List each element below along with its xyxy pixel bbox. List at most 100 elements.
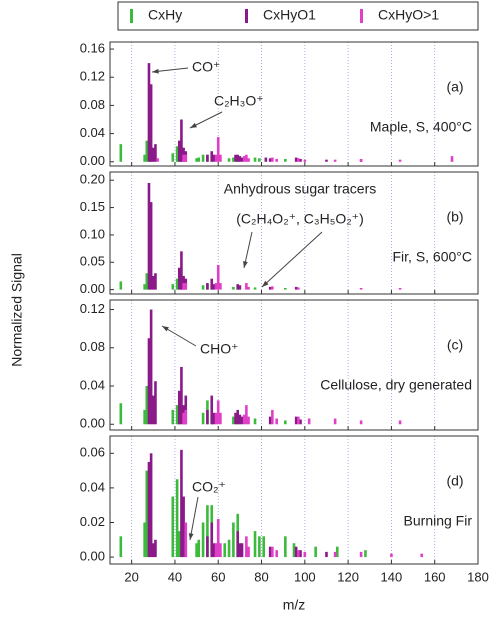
stick xyxy=(236,531,240,558)
stick xyxy=(242,156,246,162)
stick xyxy=(258,536,261,558)
stick xyxy=(236,409,240,425)
stick xyxy=(151,543,155,558)
stick xyxy=(299,158,302,162)
stick xyxy=(201,412,205,425)
stick xyxy=(297,416,300,425)
stick xyxy=(275,418,278,425)
stick xyxy=(195,158,198,162)
stick xyxy=(247,546,250,558)
stick xyxy=(247,416,250,425)
plot-frame xyxy=(109,171,479,295)
stick xyxy=(271,546,274,558)
x-tick-label: 80 xyxy=(254,569,268,584)
stick xyxy=(325,551,328,558)
annotation: CO₂⁺ xyxy=(192,479,226,495)
stick xyxy=(206,505,209,558)
stick xyxy=(175,479,179,558)
stick xyxy=(271,286,274,290)
arrow-head xyxy=(188,533,194,540)
stick xyxy=(184,395,188,425)
stick xyxy=(238,156,242,162)
stick xyxy=(398,287,402,290)
arrow-head xyxy=(262,280,269,287)
stick xyxy=(156,158,159,162)
stick xyxy=(227,158,231,162)
sample-label: Fir, S, 600°C xyxy=(392,249,472,265)
stick xyxy=(143,409,146,425)
stick xyxy=(245,405,248,425)
plot-frame xyxy=(109,41,479,167)
stick xyxy=(299,419,302,425)
stick xyxy=(171,496,175,558)
arrow-head xyxy=(243,261,248,268)
stick xyxy=(216,265,220,290)
stick xyxy=(333,551,337,558)
stick xyxy=(268,546,272,558)
stick xyxy=(247,158,250,162)
x-tick-label: 180 xyxy=(467,569,489,584)
stick xyxy=(197,157,201,162)
y-tick-label: 0.10 xyxy=(80,226,105,241)
stick xyxy=(206,283,209,290)
stick xyxy=(154,273,157,290)
arrow-head xyxy=(152,68,159,74)
stick xyxy=(180,251,183,290)
stick xyxy=(210,395,214,425)
x-tick-label: 60 xyxy=(211,569,225,584)
stick xyxy=(145,386,149,425)
panel-label: (d) xyxy=(446,473,463,489)
stick xyxy=(182,154,185,162)
y-tick-label: 0.08 xyxy=(80,339,105,354)
stick xyxy=(206,409,209,425)
stick xyxy=(390,553,393,558)
stick xyxy=(143,522,146,558)
stick xyxy=(219,543,222,558)
stick xyxy=(175,146,179,162)
stick xyxy=(143,284,146,290)
stick xyxy=(245,154,248,162)
stick xyxy=(268,286,272,290)
stick xyxy=(240,543,244,558)
stick xyxy=(333,418,337,425)
stick xyxy=(212,412,216,425)
stick xyxy=(232,286,235,290)
stick xyxy=(177,267,181,290)
y-tick-label: 0.00 xyxy=(80,549,105,564)
stick xyxy=(210,278,214,290)
stick xyxy=(234,412,237,425)
stick xyxy=(145,140,149,162)
stick xyxy=(268,158,272,162)
stick xyxy=(147,338,151,425)
x-tick-label: 20 xyxy=(124,569,138,584)
stick xyxy=(234,154,237,162)
stick xyxy=(171,153,175,162)
stick xyxy=(294,157,298,162)
stick xyxy=(151,275,155,290)
y-tick-label: 0.02 xyxy=(80,514,105,529)
stick xyxy=(201,522,205,558)
stick xyxy=(284,287,287,290)
x-tick-label: 120 xyxy=(337,569,359,584)
panel-label: (a) xyxy=(446,79,463,95)
stick xyxy=(149,202,153,290)
stick xyxy=(171,409,175,425)
stick xyxy=(210,522,214,558)
legend-label: CxHy xyxy=(148,7,182,23)
x-tick-label: 140 xyxy=(381,569,403,584)
stick xyxy=(147,182,151,290)
stick xyxy=(299,550,302,558)
stick xyxy=(359,420,363,425)
x-tick-label: 40 xyxy=(168,569,182,584)
stick xyxy=(177,140,181,162)
stick xyxy=(214,412,218,425)
stick xyxy=(182,283,185,290)
stick xyxy=(284,420,287,425)
plot-frame xyxy=(109,435,479,565)
stick xyxy=(314,546,317,558)
stick xyxy=(149,309,153,425)
stick xyxy=(247,286,250,290)
stick xyxy=(180,366,183,425)
stick xyxy=(216,137,220,162)
y-axis-label: Normalized Signal xyxy=(9,253,25,367)
